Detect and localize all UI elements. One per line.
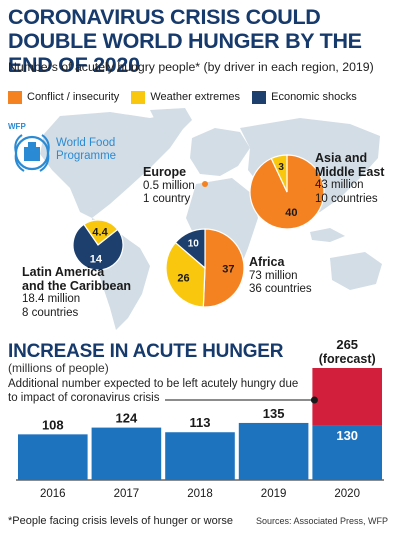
- x-tick-label: 2018: [187, 488, 213, 500]
- x-tick-label: 2019: [261, 488, 287, 500]
- pie-slice-economic-shocks: [72, 223, 124, 271]
- bar-added-2020: [312, 368, 382, 426]
- asia-people: 43 million: [315, 179, 364, 191]
- pie-value-label: 4.4: [92, 226, 108, 238]
- bar-value-label: 113: [190, 415, 211, 430]
- europe-marker: [202, 181, 208, 187]
- europe-name: Europe: [143, 165, 187, 179]
- pie-1: 37 26 10: [165, 228, 245, 308]
- region-label-latam: Latin America and the Caribbean 18.4 mil…: [22, 265, 132, 320]
- latam-countries: 8 countries: [22, 306, 79, 319]
- bar-2018: [165, 432, 235, 480]
- bar-value-label: 135: [263, 406, 285, 421]
- bar-2017: [91, 427, 162, 480]
- legend-item-conflict: Conflict / insecurity: [8, 90, 119, 105]
- greenland-shape: [150, 108, 192, 134]
- world-map: 40 3 37 26 10 4.4 14: [40, 108, 382, 330]
- bar-2019: [238, 422, 309, 480]
- europe-people: 0.5 million: [143, 179, 195, 192]
- bar-value-label: 124: [116, 411, 138, 426]
- region-label-europe: Europe 0.5 million 1 country: [143, 165, 195, 207]
- wfp-logo-icon: [14, 134, 50, 172]
- legend-swatch-weather: [131, 91, 146, 104]
- wfp-logo-name: World Food Programme: [56, 137, 116, 163]
- bar-value-label: 108: [42, 417, 64, 432]
- pie-slice-conflict-insecurity: [202, 228, 245, 308]
- legend-item-economic: Economic shocks: [252, 90, 357, 105]
- wfp-name-line2: Programme: [56, 150, 117, 162]
- legend-label-conflict: Conflict / insecurity: [27, 91, 120, 103]
- pie-value-label: 40: [285, 207, 297, 219]
- chart-subtitle: Numbers of acutely hungry people* (by dr…: [8, 60, 374, 74]
- europe-shape: [190, 128, 250, 176]
- coronavirus-note: Additional number expected to be left ac…: [8, 378, 299, 404]
- footnote: *People facing crisis levels of hunger o…: [8, 515, 234, 527]
- note-leader-dot: [310, 396, 318, 404]
- pie-slice-economic-shocks: [174, 228, 206, 270]
- africa-people: 73 million: [249, 269, 298, 282]
- australia-shape: [330, 252, 382, 290]
- bar-value-label: 130: [336, 428, 358, 443]
- africa-countries: 36 countries: [249, 283, 312, 295]
- pie-charts: 40 3 37 26 10 4.4 14: [72, 154, 325, 308]
- asia-name-line2: Middle East: [315, 164, 385, 179]
- x-tick-label: 2017: [114, 488, 140, 500]
- legend-label-economic: Economic shocks: [271, 91, 357, 103]
- africa-name: Africa: [249, 255, 285, 269]
- pie-slice-weather-extremes: [165, 241, 206, 308]
- asia-name-line1: Asia and: [315, 151, 368, 165]
- x-tick-label: 2016: [40, 488, 66, 500]
- pie-value-label: 14: [90, 254, 103, 266]
- bar-2016: [18, 434, 88, 480]
- page-title: CORONAVIRUS CRISIS COULD DOUBLE WORLD HU…: [8, 5, 362, 77]
- region-label-africa: Africa 73 million 36 countries: [249, 255, 312, 297]
- latam-name-line1: Latin America: [22, 265, 105, 279]
- pie-2: 4.4 14: [72, 219, 124, 271]
- pie-value-label: 3: [278, 162, 284, 173]
- legend-item-weather: Weather extremes: [131, 90, 240, 105]
- pie-value-label: 10: [188, 238, 200, 249]
- legend-swatch-conflict: [8, 91, 22, 104]
- bar-chart-subtitle: (millions of people): [8, 361, 109, 375]
- wfp-logo-abbrev: WFP: [8, 122, 26, 131]
- pie-value-label: 37: [222, 264, 234, 276]
- latam-people: 18.4 million: [22, 293, 81, 305]
- islands-shape: [310, 228, 345, 242]
- bar-chart-title: INCREASE IN ACUTE HUNGER: [8, 341, 284, 362]
- pie-value-label: 26: [177, 272, 189, 284]
- legend-label-weather: Weather extremes: [150, 91, 241, 103]
- pie-slice-weather-extremes: [270, 154, 288, 193]
- forecast-label: (forecast): [319, 352, 376, 366]
- legend: Conflict / insecurity Weather extremes E…: [8, 90, 366, 106]
- pie-0: 40 3: [249, 154, 325, 230]
- source: Sources: Associated Press, WFP: [255, 516, 388, 526]
- forecast-total-label: 265: [336, 340, 358, 352]
- legend-swatch-economic: [252, 91, 267, 104]
- bar-2020: [312, 425, 382, 480]
- wfp-name-line1: World Food: [56, 137, 116, 149]
- latam-name-line2: and the Caribbean: [22, 278, 132, 293]
- pie-slice-weather-extremes: [83, 219, 119, 246]
- asia-countries: 10 countries: [315, 192, 378, 205]
- bar-chart: 108 2016 124 2017 113 2018 135 2019 130 2020 265(f…: [16, 340, 384, 500]
- region-label-asia: Asia and Middle East 43 million 10 count…: [315, 151, 385, 206]
- north-america-shape: [40, 112, 185, 218]
- europe-countries: 1 country: [143, 193, 191, 205]
- x-tick-label: 2020: [334, 488, 360, 500]
- bar-marks: 108 2016 124 2017 113 2018 135 2019 130 2020 265(f…: [16, 340, 384, 500]
